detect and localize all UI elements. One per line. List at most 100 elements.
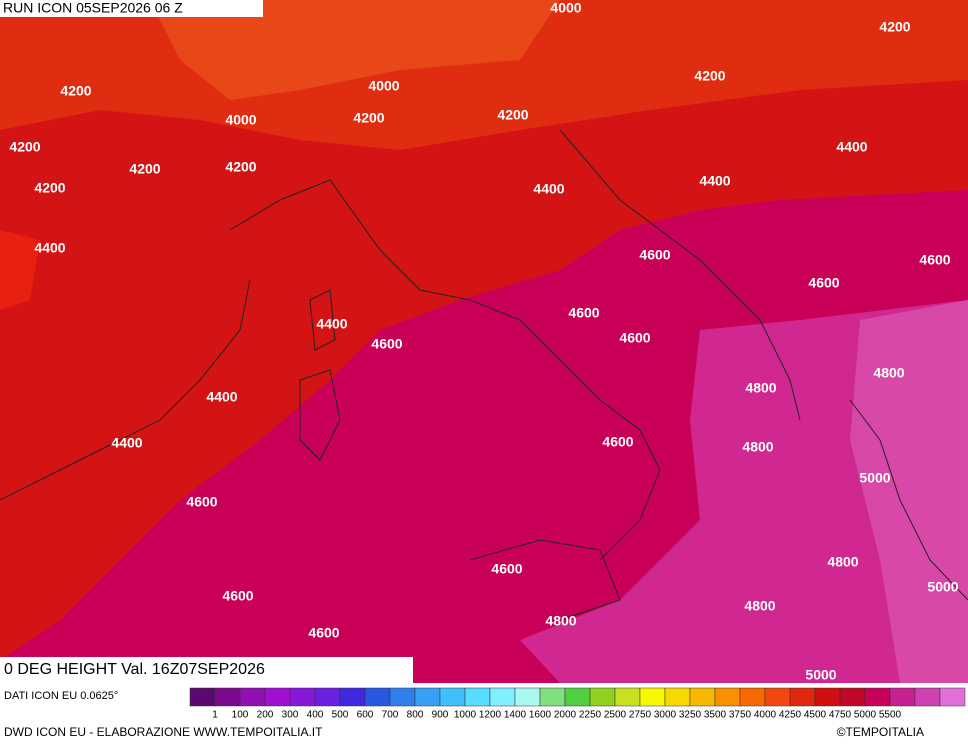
contour-label: 4800 [744,598,775,614]
contour-label: 4200 [9,139,40,155]
legend-label: 4500 [804,710,827,721]
legend-label: 1600 [529,710,552,721]
contour-label: 4600 [602,434,633,450]
legend-swatch [264,687,291,707]
contour-label: 4200 [879,19,910,35]
copyright: ©TEMPOITALIA [837,725,924,739]
field [850,300,968,683]
contour-label: 4400 [111,435,142,451]
coastline [299,369,341,461]
contour-label: 4600 [491,561,522,577]
coastlines [0,129,968,621]
contour-label: 4200 [225,159,256,175]
legend-swatch [214,687,241,707]
contour-label: 4400 [34,240,65,256]
contour-label: 4200 [497,107,528,123]
legend-swatch [489,687,516,707]
legend-swatch [364,687,391,707]
legend-label: 3750 [729,710,752,721]
legend-swatch [664,687,691,707]
contour-label: 4400 [206,389,237,405]
legend-swatch [639,687,666,707]
legend-label: 1000 [454,710,477,721]
legend-label: 1 [212,710,218,721]
legend-label: 600 [357,710,374,721]
legend-label: 2750 [629,710,652,721]
legend-swatch [289,687,316,707]
contour-label: 5000 [927,579,958,595]
contour-label: 4600 [308,625,339,641]
legend-label: 2000 [554,710,577,721]
contour-label: 4200 [353,110,384,126]
header-box [0,0,263,17]
legend-swatch [764,687,791,707]
contour-label: 4600 [371,336,402,352]
contour-label: 4600 [568,305,599,321]
legend-label: 100 [232,710,249,721]
contour-labels: 4000 4200 4200 4000 4200 4000 4200 4200 4200 4400… [9,0,958,683]
legend-label: 3000 [654,710,677,721]
coastline [559,129,801,421]
color-legend: 1 100 200 300 400 500 600 700 800 900 1000 1200 1400… [189,687,966,721]
legend-swatch [914,687,941,707]
legend-swatch [239,687,266,707]
legend-swatch [564,687,591,707]
run-label: RUN ICON 05SEP2026 06 Z [3,0,183,16]
contour-label: 4400 [836,139,867,155]
contour-label: 4800 [827,554,858,570]
legend-swatch [689,687,716,707]
contour-label: 4800 [742,439,773,455]
contour-label: 4000 [368,78,399,94]
field [150,0,560,100]
map-title: 0 DEG HEIGHT Val. 16Z07SEP2026 [4,661,265,678]
contour-label: 4600 [919,252,950,268]
legend-label: 5500 [879,710,902,721]
legend-swatch [414,687,441,707]
map-fields [0,0,968,683]
contour-label: 4400 [533,181,564,197]
contour-label: 4600 [222,588,253,604]
legend-swatch [464,687,491,707]
legend-swatch [189,687,216,707]
contour-label: 4600 [619,330,650,346]
legend-label: 200 [257,710,274,721]
legend-label: 3500 [704,710,727,721]
contour-label: 4800 [873,365,904,381]
legend-label: 400 [307,710,324,721]
contour-label: 4400 [699,173,730,189]
legend-label: 500 [332,710,349,721]
legend-swatch [839,687,866,707]
legend-label: 900 [432,710,449,721]
contour-label: 4400 [316,316,347,332]
field [0,230,40,310]
contour-label: 4800 [745,380,776,396]
legend-swatch [389,687,416,707]
legend-swatch [439,687,466,707]
legend-swatch [864,687,891,707]
legend-label: 700 [382,710,399,721]
source: DATI ICON EU 0.0625° [4,690,118,702]
contour-label: 4600 [186,494,217,510]
contour-label: 4800 [545,613,576,629]
coastline [469,539,621,621]
coastline [309,289,336,351]
coastline [0,279,251,501]
legend-swatch [889,687,916,707]
legend-swatch [539,687,566,707]
contour-label: 4200 [694,68,725,84]
legend-label: 2500 [604,710,627,721]
legend-swatch [589,687,616,707]
legend-label: 1400 [504,710,527,721]
legend-swatch [739,687,766,707]
legend-swatch [714,687,741,707]
legend-label: 2250 [579,710,602,721]
legend-label: 4000 [754,710,777,721]
legend-label: 5000 [854,710,877,721]
contour-label: 4000 [550,0,581,16]
legend-label: 1200 [479,710,502,721]
field [0,0,968,660]
title-box [0,657,413,683]
contour-label: 4600 [808,275,839,291]
